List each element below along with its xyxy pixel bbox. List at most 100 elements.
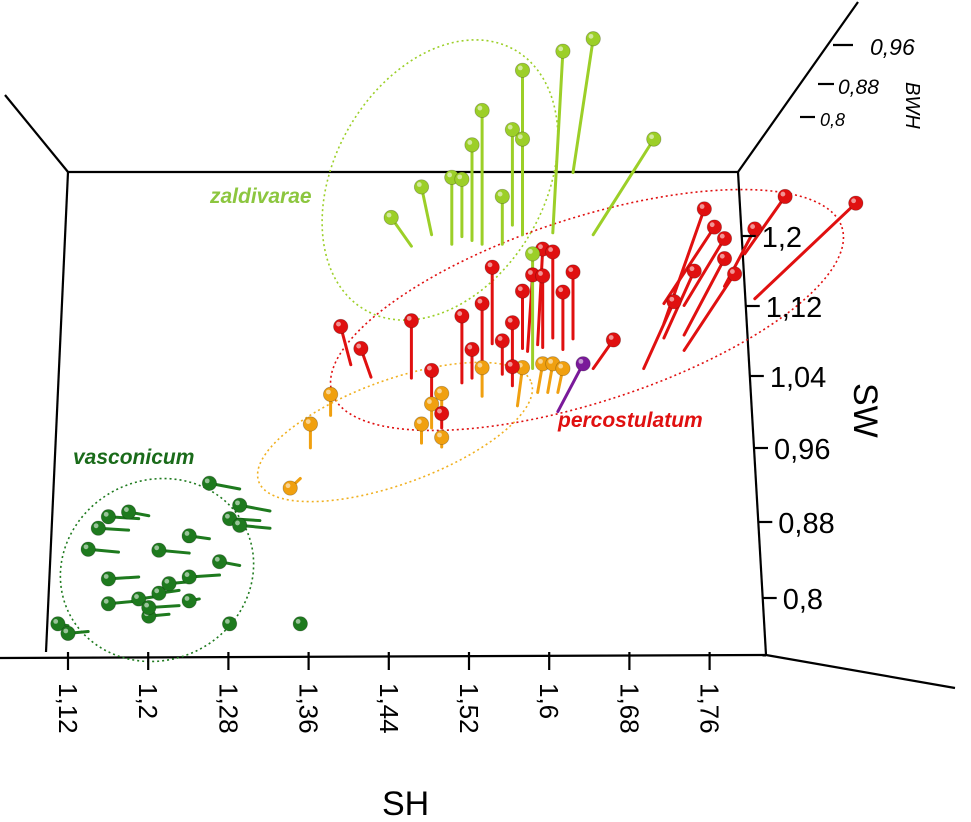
percostulatum-point (423, 362, 440, 379)
vasconicum-point (161, 576, 177, 592)
percostulatum-point (494, 333, 510, 349)
percostulatum-point (484, 259, 500, 275)
z-tick-label: 0,88 (838, 76, 879, 99)
group-point-highlight (416, 419, 422, 425)
percostulatum-point (666, 294, 682, 310)
percostulatum-point (696, 201, 712, 217)
percostulatum-point (403, 313, 419, 329)
x-tick-label: 1,76 (695, 683, 725, 734)
zaldivarae-point-highlight (477, 105, 483, 111)
group-point-highlight (437, 388, 442, 394)
group-point (434, 385, 450, 402)
group-point-highlight (558, 363, 564, 369)
vasconicum-point (60, 625, 76, 641)
x-tick-label: 1,52 (454, 683, 484, 734)
x-axis-title: SH (382, 785, 429, 822)
percostulatum-stem (682, 257, 726, 337)
vasconicum-point-highlight (63, 628, 69, 634)
vasconicum-point (232, 497, 248, 513)
zaldivarae-point (383, 209, 399, 226)
vasconicum-point-highlight (154, 545, 160, 551)
group-point (322, 386, 339, 402)
group-point-highlight (548, 358, 553, 364)
group-point (434, 429, 450, 445)
zaldivarae-point (464, 137, 480, 153)
percostulatum-point (747, 221, 763, 237)
orange-group-ellipse (256, 361, 534, 503)
zaldivarae-stem (571, 37, 595, 175)
vasconicum-point-highlight (214, 556, 220, 562)
group-point-highlight (477, 362, 483, 368)
vasconicum-point (100, 571, 117, 587)
percostulatum-stem (536, 247, 545, 347)
percostulatum-point (434, 405, 450, 422)
zaldivarae-point-highlight (588, 33, 594, 39)
label-percostulatum: percostulatum (557, 409, 703, 432)
percostulatum-point (777, 188, 793, 205)
x-tick-label: 1,44 (374, 683, 404, 734)
percostulatum-point-highlight (689, 266, 695, 272)
percostulatum-stem (682, 237, 726, 307)
percostulatum-point-highlight (497, 336, 503, 341)
percostulatum-point-highlight (517, 286, 523, 292)
group-point-highlight (538, 358, 543, 364)
zaldivarae-ellipse (321, 39, 559, 321)
percostulatum-point-highlight (427, 365, 432, 371)
percostulatum-point-highlight (750, 224, 755, 229)
vasconicum-point-highlight (295, 619, 301, 624)
vasconicum-point (90, 520, 106, 536)
percostulatum-point (565, 264, 581, 280)
x-tick-label: 1,2 (133, 683, 163, 719)
percostulatum-point (686, 263, 702, 279)
zaldivarae-point (494, 188, 510, 205)
y-tick-label: 1,12 (766, 292, 822, 324)
percostulatum-point (716, 230, 733, 247)
zaldivarae-point-highlight (457, 174, 463, 180)
group-point-highlight (427, 399, 432, 404)
percostulatum-stem (743, 194, 787, 256)
percostulatum-point-highlight (477, 298, 483, 304)
vasconicum-point-highlight (235, 520, 240, 526)
percostulatum-point-highlight (406, 315, 412, 321)
y-tick-label: 1,2 (762, 222, 802, 254)
percostulatum-stem (753, 201, 858, 301)
vasconicum-point-highlight (103, 511, 109, 517)
percostulatum-point (545, 244, 561, 260)
percostulatum-point-highlight (538, 244, 543, 250)
zaldivarae-point (514, 62, 531, 78)
percostulatum-point-highlight (780, 191, 786, 197)
y-tick-label: 0,8 (783, 584, 823, 616)
percostulatum-point-highlight (487, 262, 493, 268)
z-axis (800, 43, 853, 119)
zaldivarae-point (524, 246, 541, 262)
vasconicum-point (121, 504, 137, 520)
zaldivarae-point (454, 171, 470, 187)
zaldivarae-stem (420, 185, 434, 237)
vasconicum-point (201, 475, 217, 491)
percostulatum-point-highlight (467, 344, 473, 350)
zaldivarae-point-highlight (416, 182, 422, 187)
z-tick-label: 0,96 (870, 34, 915, 60)
percostulatum-point-highlight (730, 269, 735, 274)
y-tick-label: 1,04 (770, 362, 826, 394)
zaldivarae-point-highlight (386, 212, 392, 218)
vasconicum-point-highlight (164, 578, 170, 584)
zaldivarae-point-highlight (517, 65, 523, 71)
percostulatum-stem (662, 225, 716, 306)
zaldivarae-point-highlight (558, 46, 564, 52)
frame-line (44, 171, 70, 653)
vasconicum-point-highlight (225, 619, 230, 624)
frame-line (737, 1, 859, 173)
vasconicum-point-highlight (93, 523, 99, 529)
percostulatum-point-highlight (538, 271, 543, 276)
group-point-highlight (285, 483, 291, 489)
percostulatum-point (353, 340, 369, 357)
percostulatum-point-highlight (558, 287, 564, 293)
stem-layer (56, 37, 858, 635)
group-stem (556, 362, 585, 414)
percostulatum-point (726, 266, 743, 282)
zaldivarae-point-highlight (467, 140, 473, 145)
percostulatum-point (716, 251, 733, 267)
